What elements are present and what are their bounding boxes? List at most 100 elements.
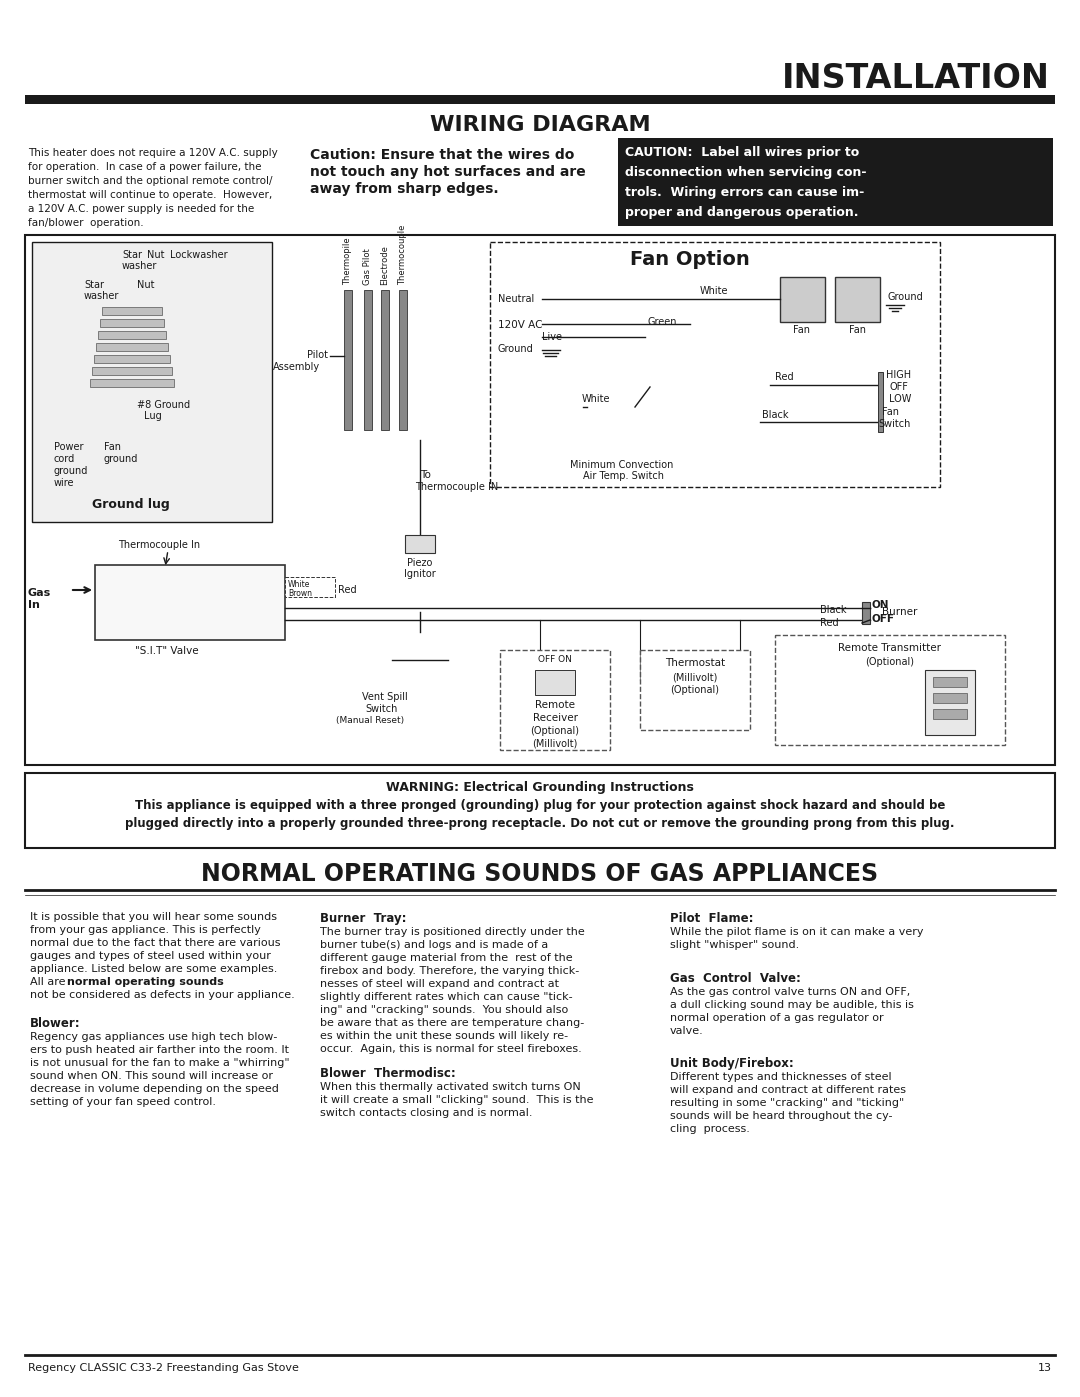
Text: Fan: Fan (882, 407, 899, 416)
Text: OFF: OFF (872, 615, 895, 624)
Circle shape (173, 598, 183, 608)
Bar (500, 650, 610, 750)
Text: Pilot: Pilot (307, 351, 328, 360)
Circle shape (143, 598, 153, 608)
Text: Burner: Burner (882, 608, 917, 617)
Bar (94, 355, 170, 363)
Text: Thermostat: Thermostat (665, 658, 725, 668)
Text: switch contacts closing and is normal.: switch contacts closing and is normal. (320, 1108, 532, 1118)
Bar (364, 291, 372, 430)
Text: will expand and contract at different rates: will expand and contract at different ra… (670, 1085, 906, 1095)
Text: White: White (700, 286, 729, 296)
Text: Electrode: Electrode (380, 244, 390, 285)
Circle shape (103, 591, 127, 615)
Circle shape (392, 631, 448, 687)
Text: (Millivolt): (Millivolt) (532, 738, 578, 747)
Text: nesses of steel will expand and contract at: nesses of steel will expand and contract… (320, 979, 559, 989)
Text: from your gas appliance. This is perfectly: from your gas appliance. This is perfect… (30, 925, 261, 935)
Text: (Optional): (Optional) (671, 685, 719, 694)
Bar (933, 710, 967, 719)
Text: This appliance is equipped with a three pronged (grounding) plug for your protec: This appliance is equipped with a three … (135, 799, 945, 812)
Text: "S.I.T" Valve: "S.I.T" Valve (135, 645, 199, 657)
Text: decrease in volume depending on the speed: decrease in volume depending on the spee… (30, 1084, 279, 1094)
Bar (98, 331, 166, 339)
Text: ON: ON (872, 599, 890, 610)
Text: cling  process.: cling process. (670, 1125, 750, 1134)
Circle shape (235, 598, 245, 608)
Text: it will create a small "clicking" sound.  This is the: it will create a small "clicking" sound.… (320, 1095, 594, 1105)
Bar (933, 678, 967, 687)
Text: fan/blower  operation.: fan/blower operation. (28, 218, 144, 228)
Text: be aware that as there are temperature chang-: be aware that as there are temperature c… (320, 1018, 584, 1028)
Text: washer: washer (84, 291, 120, 300)
Text: Ground: Ground (888, 292, 923, 302)
Circle shape (362, 429, 374, 441)
Text: CAUTION:  Label all wires prior to: CAUTION: Label all wires prior to (625, 147, 860, 159)
Text: ing" and "cracking" sounds.  You should also: ing" and "cracking" sounds. You should a… (320, 1004, 568, 1016)
Bar (102, 307, 162, 314)
Text: cord: cord (54, 454, 76, 464)
Text: Unit Body/Firebox:: Unit Body/Firebox: (670, 1058, 794, 1070)
Bar (878, 372, 883, 432)
Circle shape (536, 604, 544, 612)
Bar (780, 277, 825, 321)
Text: OFF ON: OFF ON (538, 655, 572, 664)
Bar (25, 235, 1055, 766)
Text: Switch: Switch (878, 419, 910, 429)
Text: slightly different rates which can cause "tick-: slightly different rates which can cause… (320, 992, 572, 1002)
Text: a dull clicking sound may be audible, this is: a dull clicking sound may be audible, th… (670, 1000, 914, 1010)
Text: firebox and body. Therefore, the varying thick-: firebox and body. Therefore, the varying… (320, 965, 579, 977)
Circle shape (588, 359, 683, 455)
Text: Regency CLASSIC C33-2 Freestanding Gas Stove: Regency CLASSIC C33-2 Freestanding Gas S… (28, 1363, 299, 1373)
Text: Minimum Convection: Minimum Convection (570, 460, 673, 469)
Circle shape (615, 387, 654, 427)
Text: gauges and types of steel used within your: gauges and types of steel used within yo… (30, 951, 271, 961)
Text: Fan: Fan (794, 326, 810, 335)
Text: Remote Transmitter: Remote Transmitter (838, 643, 942, 652)
Text: It is possible that you will hear some sounds: It is possible that you will hear some s… (30, 912, 276, 922)
Circle shape (166, 591, 190, 615)
Bar (96, 344, 168, 351)
Text: (Optional): (Optional) (865, 657, 915, 666)
Text: slight "whisper" sound.: slight "whisper" sound. (670, 940, 799, 950)
Text: Star: Star (122, 250, 141, 260)
Text: resulting in some "cracking" and "ticking": resulting in some "cracking" and "tickin… (670, 1098, 904, 1108)
Text: away from sharp edges.: away from sharp edges. (310, 182, 499, 196)
Text: Piezo: Piezo (407, 557, 433, 569)
Text: Burner  Tray:: Burner Tray: (320, 912, 406, 925)
Text: White: White (288, 580, 310, 590)
Bar (399, 291, 407, 430)
Text: Different types and thicknesses of steel: Different types and thicknesses of steel (670, 1071, 892, 1083)
Text: Pilot  Flame:: Pilot Flame: (670, 912, 754, 925)
Circle shape (228, 591, 252, 615)
Text: 120V AC: 120V AC (498, 320, 542, 330)
Text: Thermocouple In: Thermocouple In (118, 541, 200, 550)
Text: OFF: OFF (889, 381, 908, 393)
Text: is not unusual for the fan to make a "whirring": is not unusual for the fan to make a "wh… (30, 1058, 289, 1067)
Text: Assembly: Assembly (273, 362, 320, 372)
Text: As the gas control valve turns ON and OFF,: As the gas control valve turns ON and OF… (670, 988, 910, 997)
Text: This heater does not require a 120V A.C. supply: This heater does not require a 120V A.C.… (28, 148, 278, 158)
Bar (535, 671, 575, 694)
Text: (Millivolt): (Millivolt) (673, 672, 718, 682)
Circle shape (110, 598, 120, 608)
Text: ground: ground (104, 454, 138, 464)
Bar (32, 242, 272, 522)
Bar (345, 291, 352, 430)
Text: All are: All are (30, 977, 69, 988)
Text: for operation.  In case of a power failure, the: for operation. In case of a power failur… (28, 162, 261, 172)
Text: trols.  Wiring errors can cause im-: trols. Wiring errors can cause im- (625, 186, 864, 198)
Text: different gauge material from the  rest of the: different gauge material from the rest o… (320, 953, 572, 963)
Text: Green: Green (648, 317, 677, 327)
Text: normal operating sounds: normal operating sounds (67, 977, 224, 988)
Text: Blower  Thermodisc:: Blower Thermodisc: (320, 1067, 456, 1080)
Text: Thermopile: Thermopile (343, 237, 352, 285)
Bar (92, 367, 172, 374)
Bar (933, 693, 967, 703)
Text: Brown: Brown (288, 590, 312, 598)
Text: While the pilot flame is on it can make a very: While the pilot flame is on it can make … (670, 928, 923, 937)
Text: Fan: Fan (849, 326, 865, 335)
Circle shape (198, 591, 222, 615)
Text: Nut: Nut (137, 279, 154, 291)
Circle shape (416, 536, 424, 543)
